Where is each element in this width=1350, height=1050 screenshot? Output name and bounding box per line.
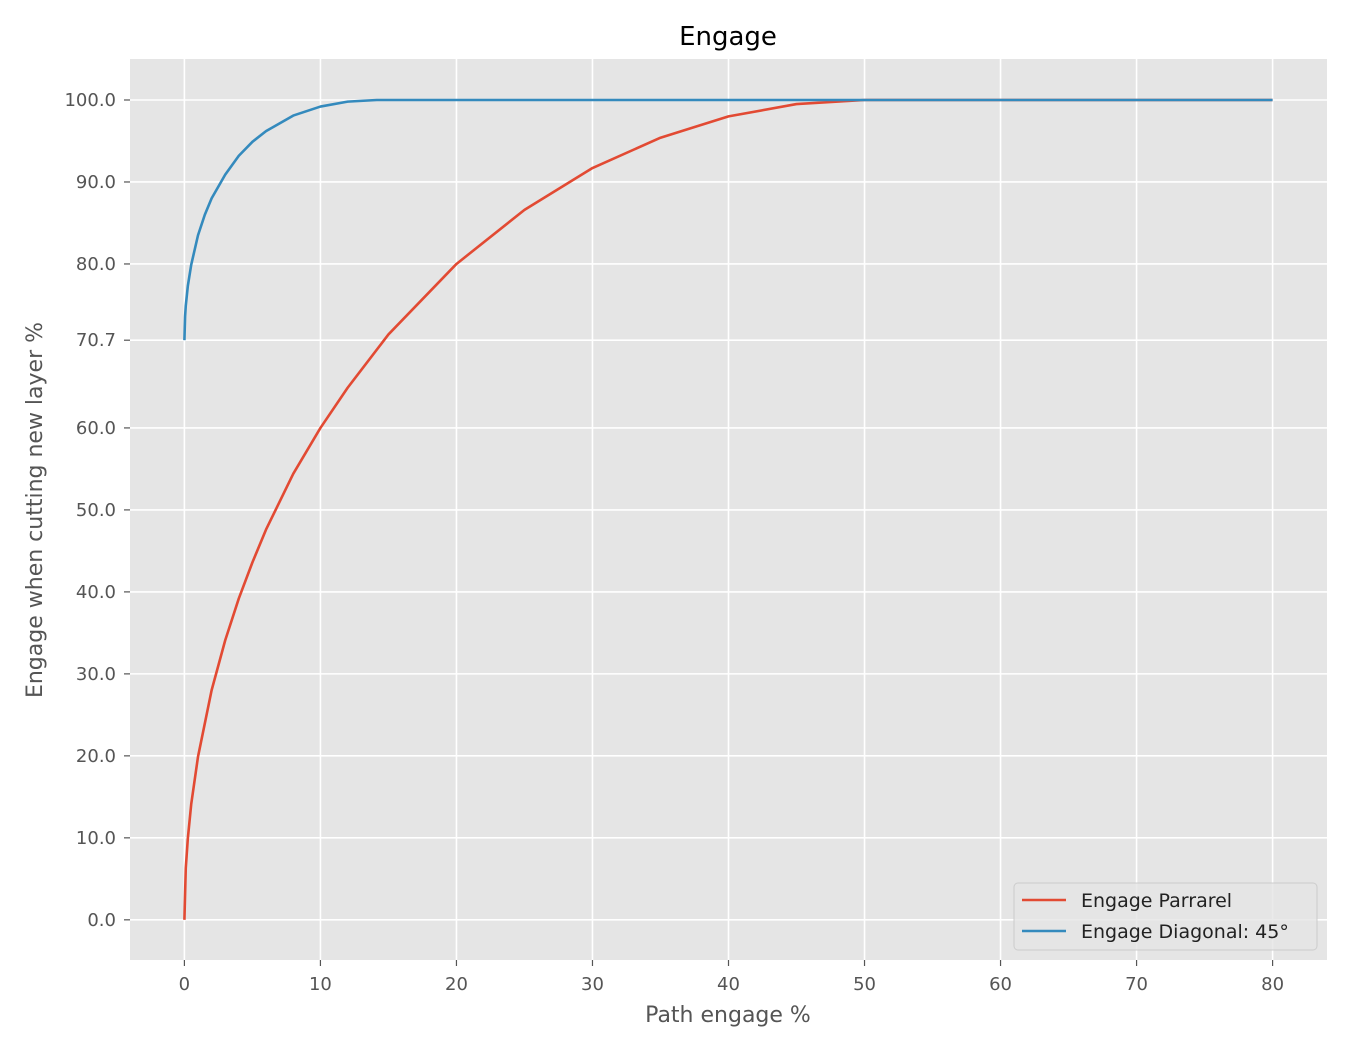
legend-label-engage-diagonal: Engage Diagonal: 45°: [1081, 921, 1289, 943]
y-tick-label: 40.0: [76, 582, 116, 603]
series-line-engage-parrarel: [183, 98, 1273, 920]
x-tick-label: 80: [1261, 974, 1284, 995]
y-tick-label: 60.0: [76, 418, 116, 439]
x-axis-title: Path engage %: [645, 1003, 811, 1028]
x-tick-label: 50: [853, 974, 876, 995]
y-axis-ticks: 0.0 10.0 20.0 30.0 40.0 50.0 60.0 70.7 80.0 90.0 1…: [64, 90, 130, 931]
x-tick-label: 70: [1125, 974, 1148, 995]
y-tick-label: 0.0: [87, 910, 116, 931]
y-tick-label: 10.0: [76, 828, 116, 849]
y-axis-title: Engage when cutting new layer %: [23, 322, 48, 698]
x-axis-ticks: 0 10 20 30 40 50 60 70 80: [179, 960, 1284, 995]
series-lines: [183, 98, 1273, 920]
x-tick-label: 60: [989, 974, 1012, 995]
y-tick-label: 20.0: [76, 746, 116, 767]
y-tick-label: 30.0: [76, 664, 116, 685]
x-tick-label: 20: [445, 974, 468, 995]
x-tick-label: 30: [581, 974, 604, 995]
legend: Engage Parrarel Engage Diagonal: 45°: [1013, 882, 1318, 951]
x-tick-label: 40: [717, 974, 740, 995]
series-line-engage-diagonal: [183, 98, 1273, 341]
chart-title: Engage: [679, 22, 777, 52]
x-tick-label: 10: [309, 974, 332, 995]
x-tick-label: 0: [179, 974, 190, 995]
y-tick-label: 100.0: [64, 90, 116, 111]
y-tick-label: 50.0: [76, 500, 116, 521]
legend-box: [1013, 882, 1318, 951]
y-tick-label: 70.7: [76, 330, 116, 351]
y-tick-label: 80.0: [76, 254, 116, 275]
legend-label-engage-parrarel: Engage Parrarel: [1081, 890, 1232, 912]
y-tick-label: 90.0: [76, 172, 116, 193]
